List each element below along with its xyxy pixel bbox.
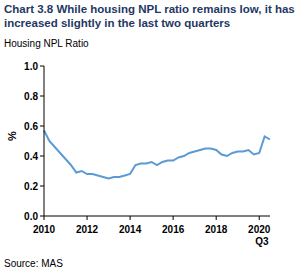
svg-text:2014: 2014 — [119, 224, 142, 235]
svg-text:2012: 2012 — [76, 224, 99, 235]
svg-text:0.4: 0.4 — [24, 151, 38, 162]
svg-text:2018: 2018 — [205, 224, 228, 235]
svg-text:1.0: 1.0 — [24, 61, 38, 72]
html-text:Source: MAS: Source: MAS — [4, 258, 63, 269]
svg-text:2020: 2020 — [248, 224, 271, 235]
html-text:Chart 3.8 While housing NPL ra: Chart 3.8 While housing NPL ratio remain… — [4, 3, 295, 29]
svg-text:2016: 2016 — [162, 224, 185, 235]
svg-text:Q3: Q3 — [255, 236, 269, 247]
html-text:Housing NPL Ratio: Housing NPL Ratio — [4, 38, 89, 49]
svg-text:2010: 2010 — [33, 224, 56, 235]
svg-text:%: % — [8, 131, 18, 141]
svg-text:0.2: 0.2 — [24, 181, 38, 192]
svg-text:0.0: 0.0 — [24, 211, 38, 222]
svg-text:0.8: 0.8 — [24, 91, 38, 102]
svg-text:0.6: 0.6 — [24, 121, 38, 132]
